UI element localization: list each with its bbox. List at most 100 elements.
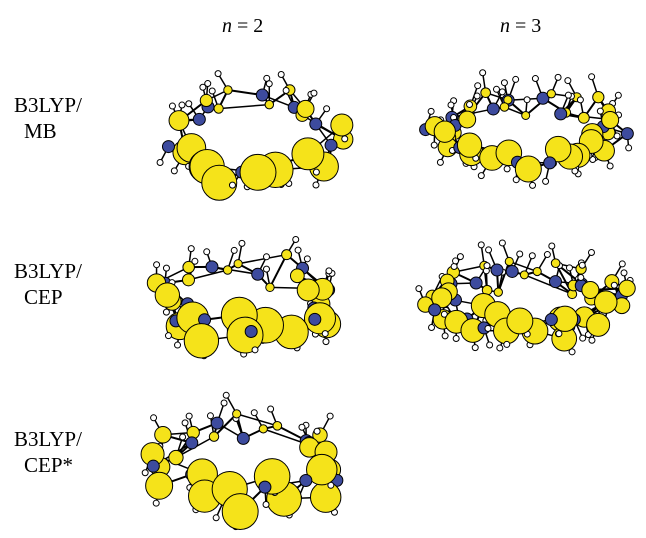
hydrogen-atom [611,282,617,288]
nitrogen-atom [147,460,159,472]
nitrogen-atom [429,304,441,316]
sulfur-atom [515,156,541,182]
molecule [420,70,634,189]
sulfur-atom [266,283,274,291]
hydrogen-atom [580,335,586,341]
hydrogen-atom [283,88,289,94]
hydrogen-atom [486,247,492,253]
hydrogen-atom [151,415,157,421]
sulfur-atom [265,100,273,108]
hydrogen-atom [165,333,171,339]
nitrogen-atom [310,118,322,130]
hydrogen-atom [192,258,198,264]
hydrogen-atom [263,266,269,272]
hydrogen-atom [442,333,448,339]
sulfur-atom [459,111,476,128]
hydrogen-atom [304,256,310,262]
hydrogen-atom [499,240,505,246]
hydrogen-atom [175,342,181,348]
sulfur-atom [494,288,502,296]
hydrogen-atom [532,76,538,82]
molecule-drawings [141,70,635,530]
hydrogen-atom [467,101,473,107]
hydrogen-atom [474,93,480,99]
hydrogen-atom [163,265,169,271]
hydrogen-atom [614,133,620,139]
nitrogen-atom [621,128,633,140]
hydrogen-atom [416,286,422,292]
hydrogen-atom [171,168,177,174]
hydrogen-atom [188,246,194,252]
hydrogen-atom [153,500,159,506]
hydrogen-atom [579,262,585,268]
hydrogen-atom [205,81,211,87]
sulfur-atom [146,472,173,499]
hydrogen-atom [326,268,332,274]
nitrogen-atom [491,264,503,276]
nitrogen-atom [555,108,567,120]
hydrogen-atom [589,74,595,80]
sulfur-atom [602,112,619,129]
hydrogen-atom [517,251,523,257]
hydrogen-atom [566,265,572,271]
sulfur-atom [200,94,212,106]
sulfur-atom [233,410,241,418]
nitrogen-atom [325,139,337,151]
hydrogen-atom [615,92,621,98]
hydrogen-atom [589,337,595,343]
hydrogen-atom [215,71,221,77]
hydrogen-atom [293,237,299,243]
sulfur-atom [481,88,491,98]
hydrogen-atom [142,470,148,476]
hydrogen-atom [327,413,333,419]
hydrogen-atom [207,413,213,419]
hydrogen-atom [278,72,284,78]
hydrogen-atom [530,182,536,188]
hydrogen-atom [157,160,163,166]
sulfur-atom [297,100,314,117]
hydrogen-atom [180,434,186,440]
sulfur-atom [155,283,179,307]
hydrogen-atom [204,249,210,255]
row-basis: CEP* [24,453,73,477]
sulfur-atom [533,267,541,275]
hydrogen-atom [513,76,519,82]
hydrogen-atom [186,413,192,419]
nitrogen-atom [193,113,205,125]
hydrogen-atom [179,102,185,108]
hydrogen-atom [529,253,535,259]
hydrogen-atom [266,81,272,87]
sulfur-atom [273,421,282,430]
sulfur-atom [224,86,232,94]
hydrogen-atom [251,410,257,416]
bond [238,255,286,264]
nitrogen-atom [252,268,264,280]
hydrogen-atom [556,331,562,337]
hydrogen-atom [448,102,454,108]
hydrogen-atom [504,341,510,347]
molecule [141,392,343,529]
nitrogen-atom [186,437,198,449]
nitrogen-atom [237,432,249,444]
hydrogen-atom [544,252,550,258]
hydrogen-atom [478,173,484,179]
nitrogen-atom [259,481,271,493]
hydrogen-atom [437,159,443,165]
hydrogen-atom [209,88,215,94]
hydrogen-atom [484,263,490,269]
hydrogen-atom [457,254,463,260]
nitrogen-atom [256,89,268,101]
hydrogen-atom [314,428,320,434]
sulfur-atom [520,271,528,279]
nitrogen-atom [245,325,257,337]
sulfur-atom [522,111,530,119]
nitrogen-atom [506,265,518,277]
hydrogen-atom [263,501,269,507]
hydrogen-atom [313,169,319,175]
sulfur-atom [593,92,604,103]
hydrogen-atom [565,92,571,98]
header-value: = 2 [237,15,263,37]
hydrogen-atom [453,258,459,264]
hydrogen-atom [263,254,269,260]
hydrogen-atom [186,101,192,107]
